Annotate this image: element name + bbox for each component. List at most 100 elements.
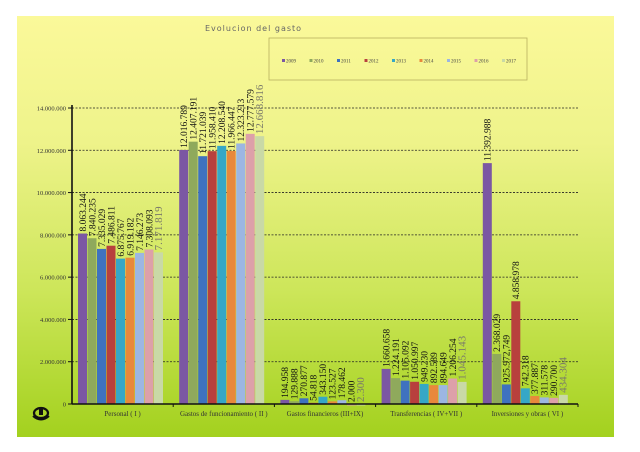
- legend-swatch: [447, 59, 450, 62]
- y-tick-label: 12.000.000: [37, 148, 66, 155]
- bar: [391, 378, 401, 404]
- x-tick-label: Inversiones y obras ( VI ): [492, 410, 564, 418]
- bar: [125, 257, 135, 404]
- data-label: 742.318: [522, 355, 532, 386]
- legend-swatch: [419, 59, 423, 62]
- bar: [135, 252, 144, 404]
- legend-label: 2009: [286, 60, 297, 65]
- legend-swatch: [337, 59, 340, 62]
- data-label: 2.368.029: [493, 314, 503, 352]
- x-tick-label: Gastos financieros (III+IX): [287, 410, 364, 418]
- bar: [530, 396, 540, 404]
- data-label: 1.660.658: [382, 329, 392, 367]
- legend-label: 2017: [506, 60, 517, 65]
- data-label: 11.958.410: [208, 107, 218, 150]
- data-label: 894.649: [439, 352, 449, 383]
- data-label: 925.972,749: [503, 335, 513, 383]
- data-label: 1.045.143: [456, 335, 468, 380]
- bar: [492, 353, 502, 404]
- data-label: 12.407.191: [189, 97, 199, 140]
- data-label: 1.105.092: [401, 340, 411, 378]
- data-label: 2.300: [355, 377, 367, 402]
- data-label: 949.230: [420, 351, 430, 382]
- y-tick-label: 4.000.000: [40, 317, 66, 324]
- bars: 8.063.244 7.840.235 7.335.029 7.486.811 6.87…: [78, 84, 570, 406]
- data-label: 290.700: [550, 365, 560, 396]
- y-tick-label: 10.000.000: [37, 190, 66, 197]
- data-label: 11.392.988: [484, 118, 494, 161]
- legend-swatch: [364, 59, 368, 62]
- bar: [188, 141, 198, 405]
- bar: [419, 383, 429, 404]
- data-label: 12.777.579: [246, 89, 256, 132]
- bar: [154, 252, 163, 404]
- bar: [198, 156, 208, 404]
- data-label: 7.840.235: [88, 198, 98, 236]
- bar: [520, 388, 530, 404]
- bar: [327, 401, 337, 404]
- data-label: 123.527: [329, 368, 339, 399]
- data-label: 7.308.093: [145, 209, 155, 247]
- data-label: 892.589: [430, 352, 440, 383]
- data-label: 377.887: [531, 363, 541, 394]
- data-label: 1.050.997: [411, 342, 421, 380]
- data-label: 6.875.767: [117, 218, 127, 256]
- data-label: 7.146.273: [136, 213, 146, 251]
- legend-label: 2012: [369, 60, 380, 65]
- legend-label: 2011: [341, 60, 351, 65]
- data-label: 1.224.191: [392, 338, 402, 376]
- bar: [217, 145, 227, 404]
- chart-title: Evolucion del gasto: [205, 24, 302, 33]
- bar: [179, 149, 189, 404]
- y-tick-label: 0: [63, 402, 66, 409]
- data-label: 311.578: [541, 365, 551, 396]
- bar: [280, 399, 290, 404]
- data-label: 12.323.213: [237, 98, 247, 141]
- bar: [106, 245, 116, 404]
- bar: [501, 384, 511, 404]
- legend-box: [268, 37, 528, 81]
- legend-swatch: [502, 59, 505, 62]
- x-tick-label: Transferencias ( IV+VII ): [390, 410, 463, 418]
- bar: [78, 233, 87, 404]
- bar: [207, 151, 217, 404]
- data-label: 12.208.540: [218, 101, 228, 144]
- y-tick-label: 2.000.000: [40, 359, 66, 366]
- y-tick-label: 8.000.000: [40, 232, 66, 239]
- data-label: 129.888: [291, 368, 301, 399]
- y-tick-label: 14.000.000: [37, 106, 66, 113]
- bar: [438, 385, 448, 404]
- data-label: 4.858.978: [512, 261, 522, 299]
- bar: [448, 378, 458, 404]
- bar: [255, 136, 265, 405]
- data-label: 2.000: [348, 380, 358, 402]
- bar: [226, 150, 236, 404]
- data-label: 8.063.244: [79, 193, 89, 231]
- bar: [482, 163, 492, 404]
- bar: [245, 133, 255, 405]
- data-label: 178.462: [338, 367, 348, 398]
- legend-swatch: [282, 59, 285, 62]
- bar: [400, 380, 410, 404]
- bar: [549, 397, 559, 404]
- bar: [457, 381, 467, 404]
- data-label: 54.818: [310, 374, 320, 400]
- data-label: 11.721.039: [199, 112, 209, 155]
- legend-label: 2013: [396, 60, 407, 65]
- bar: [539, 397, 549, 404]
- bar: [429, 385, 439, 404]
- legend-swatch: [309, 59, 313, 62]
- bar: [116, 258, 125, 404]
- legend-label: 2014: [424, 60, 435, 65]
- bar: [381, 368, 391, 404]
- bar: [97, 248, 106, 404]
- bar: [144, 249, 154, 404]
- data-label: 343.150: [319, 364, 329, 395]
- x-tick-label: Gastos de funcionamiento ( II ): [180, 410, 268, 418]
- data-label: 1.206.254: [449, 338, 459, 376]
- bar: [558, 394, 568, 404]
- bar: [299, 398, 309, 404]
- data-label: 12.668.816: [254, 84, 266, 134]
- x-tick-label: Personal ( I ): [104, 410, 141, 418]
